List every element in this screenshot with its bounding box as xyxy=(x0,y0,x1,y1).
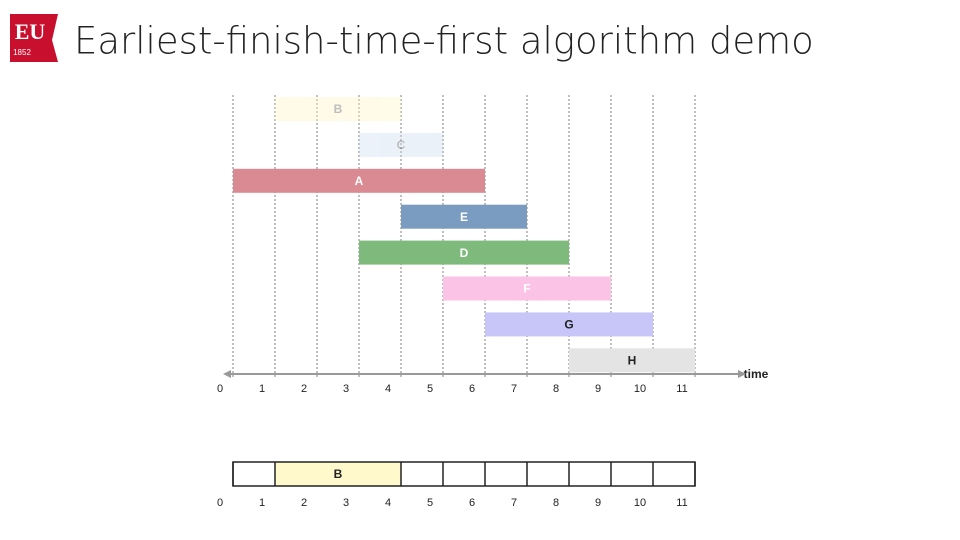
slide-title: Earliest-finish-time-first algorithm dem… xyxy=(74,20,814,63)
schedule-tick-label: 7 xyxy=(511,497,517,509)
axis-arrow-left xyxy=(223,370,231,378)
task: E xyxy=(401,204,527,229)
x-tick-label: 11 xyxy=(676,383,687,395)
schedule-tick-label: 0 xyxy=(217,497,223,509)
x-tick-label: 4 xyxy=(385,383,391,395)
task: A xyxy=(233,168,485,193)
task-bar xyxy=(359,132,443,157)
task-bar xyxy=(233,168,485,193)
task-label: E xyxy=(460,210,468,224)
task-bar xyxy=(443,276,611,301)
task-label: B xyxy=(334,102,343,116)
task-bar xyxy=(401,204,527,229)
task-label: H xyxy=(628,353,637,367)
task-bar xyxy=(359,240,569,265)
task: H xyxy=(569,348,695,373)
schedule-tick-label: 1 xyxy=(259,497,265,509)
task-label: D xyxy=(460,246,469,260)
task: F xyxy=(443,276,611,301)
schedule-tick-label: 6 xyxy=(469,497,475,509)
schedule-tick-label: 2 xyxy=(301,497,307,509)
x-tick-label: 8 xyxy=(553,383,559,395)
task-label: A xyxy=(355,174,364,188)
task-bar xyxy=(275,97,401,121)
task: G xyxy=(485,312,653,337)
schedule-tick-label: 9 xyxy=(595,497,601,509)
task: D xyxy=(359,240,569,265)
schedule-tick-label: 5 xyxy=(427,497,433,509)
schedule-tick-label: 10 xyxy=(634,497,646,509)
x-tick-label: 0 xyxy=(217,383,223,395)
x-tick-label: 1 xyxy=(259,383,265,395)
axis-arrow xyxy=(738,370,746,378)
task-label: F xyxy=(523,282,530,296)
task-bar xyxy=(569,348,695,373)
x-tick-label: 6 xyxy=(469,383,475,395)
schedule-tick-label: 3 xyxy=(343,497,349,509)
axis-label: time xyxy=(744,367,769,381)
task: B xyxy=(275,97,401,121)
task-label: G xyxy=(564,318,573,332)
schedule-tick-label: 4 xyxy=(385,497,391,509)
logo: EU 1852 xyxy=(10,14,58,62)
task-label: C xyxy=(397,138,406,152)
task: C xyxy=(359,132,443,157)
x-tick-label: 2 xyxy=(301,383,307,395)
x-tick-label: 5 xyxy=(427,383,433,395)
schedule-label: B xyxy=(334,467,343,481)
logo-text: EU xyxy=(15,19,46,44)
schedule-tick-label: 8 xyxy=(553,497,559,509)
schedule-bar xyxy=(275,462,401,486)
logo-year: 1852 xyxy=(13,48,31,57)
schedule-tick-label: 11 xyxy=(676,497,687,509)
task-bar xyxy=(485,312,653,337)
x-tick-label: 9 xyxy=(595,383,601,395)
x-tick-label: 7 xyxy=(511,383,517,395)
x-tick-label: 3 xyxy=(343,383,349,395)
logo-flag xyxy=(10,14,58,62)
x-tick-label: 10 xyxy=(634,383,646,395)
